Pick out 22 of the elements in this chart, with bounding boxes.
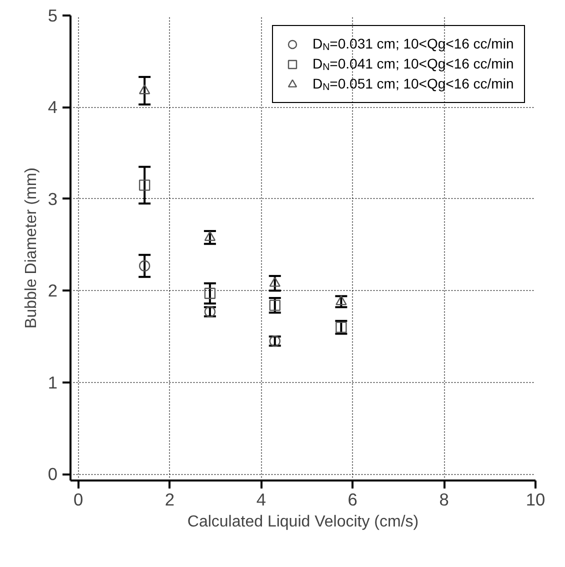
point <box>336 295 347 306</box>
point <box>269 276 280 287</box>
y-tick-label: 2 <box>48 280 58 301</box>
y-tick-label: 0 <box>48 464 58 484</box>
y-tick-label: 3 <box>48 188 58 209</box>
y-axis-title: Bubble Diameter (mm) <box>22 168 40 328</box>
point <box>204 231 216 241</box>
y-tick-label: 4 <box>48 97 58 118</box>
point <box>138 260 150 272</box>
point <box>269 300 280 311</box>
x-tick-label: 10 <box>526 490 546 510</box>
x-tick-label: 6 <box>348 490 358 510</box>
y-tick-label: 1 <box>48 372 58 392</box>
x-tick-label: 0 <box>73 490 84 510</box>
y-tick-label: 5 <box>48 6 58 26</box>
point <box>138 180 150 191</box>
x-axis-title: Calculated Liquid Velocity (cm/s) <box>187 514 419 530</box>
x-tick-label: 2 <box>164 490 175 510</box>
x-tick-label: 8 <box>439 490 449 510</box>
x-tick-label: 4 <box>256 490 266 510</box>
point <box>204 288 216 299</box>
point <box>138 84 150 94</box>
